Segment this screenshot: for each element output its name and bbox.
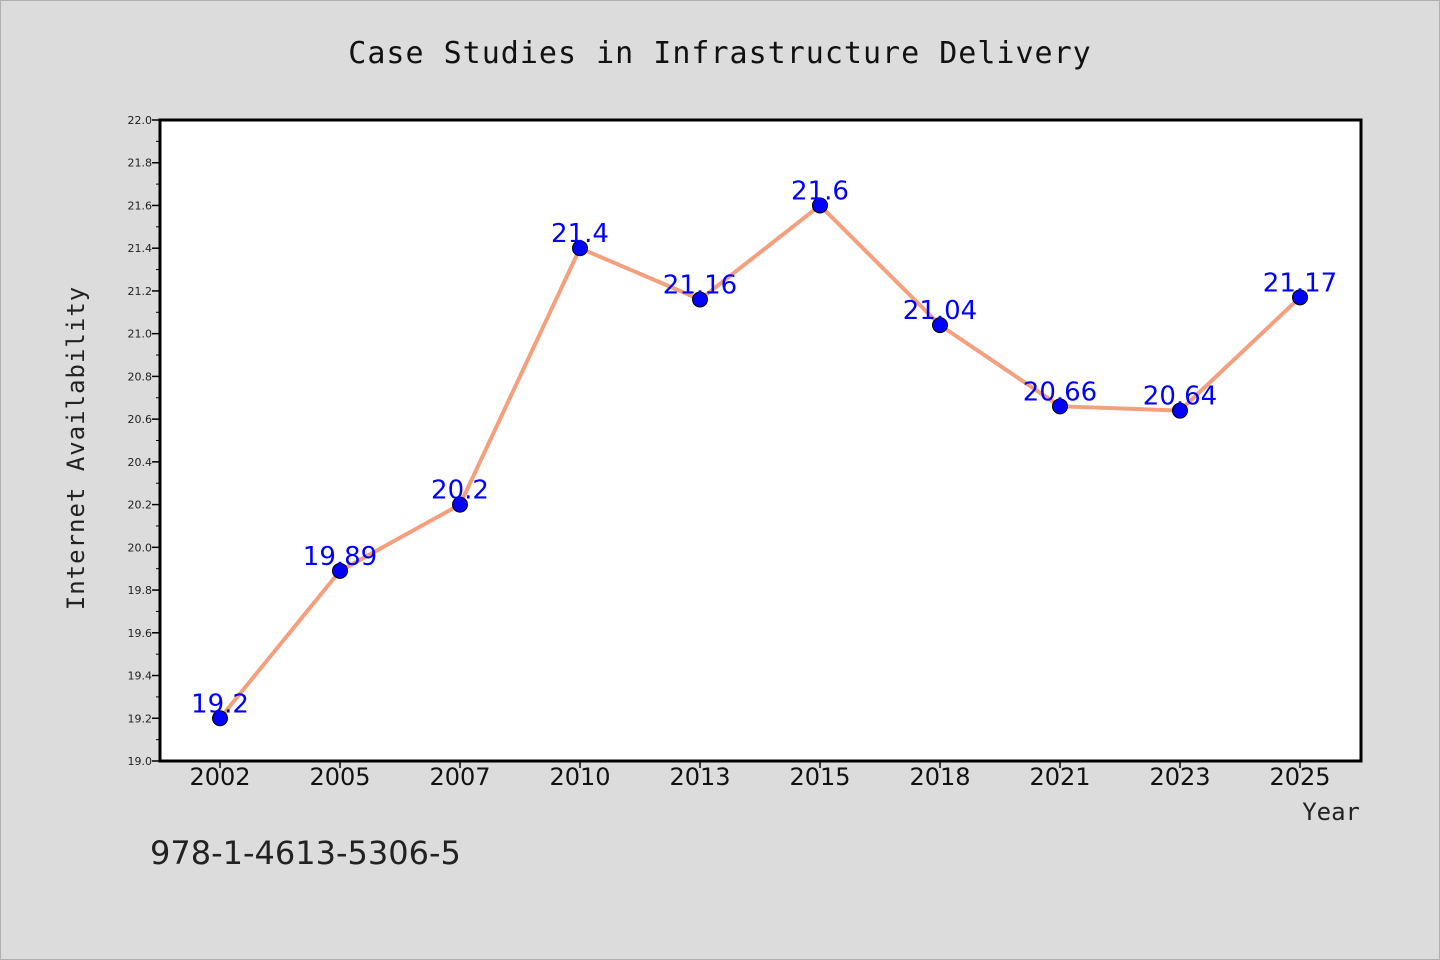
y-tick-label: 19.6 bbox=[128, 627, 153, 640]
data-point bbox=[1172, 402, 1188, 419]
data-label: 20.66 bbox=[1023, 377, 1097, 407]
x-axis: 2002 2005 2007 2010 2013 2015 2018 2021 2023 2025 bbox=[189, 761, 1331, 791]
series-markers bbox=[212, 197, 1308, 727]
data-label: 19.89 bbox=[303, 542, 377, 572]
x-tick-label: 2007 bbox=[429, 763, 490, 791]
data-point bbox=[332, 562, 348, 579]
data-label: 21.16 bbox=[663, 270, 737, 300]
data-label: 20.2 bbox=[431, 476, 489, 506]
x-tick-label: 2013 bbox=[669, 763, 730, 791]
y-tick-label: 21.4 bbox=[128, 242, 153, 255]
y-tick-label: 19.2 bbox=[128, 712, 153, 725]
data-label: 21.6 bbox=[791, 176, 849, 206]
data-label: 21.17 bbox=[1263, 268, 1337, 298]
data-point bbox=[812, 197, 828, 214]
data-point bbox=[1052, 398, 1068, 415]
data-point bbox=[1292, 289, 1308, 306]
x-tick-label: 2021 bbox=[1029, 763, 1090, 791]
y-tick-label: 21.2 bbox=[128, 285, 153, 298]
y-tick-label: 22.0 bbox=[128, 114, 153, 127]
x-tick-label: 2002 bbox=[189, 763, 250, 791]
data-label: 21.4 bbox=[551, 219, 609, 249]
y-tick-label: 20.0 bbox=[128, 541, 153, 554]
data-point bbox=[212, 710, 228, 727]
data-label: 19.2 bbox=[191, 689, 249, 719]
x-axis-label: Year bbox=[1302, 798, 1360, 826]
isbn-label: 978-1-4613-5306-5 bbox=[150, 834, 461, 872]
x-tick-label: 2010 bbox=[549, 763, 610, 791]
y-tick-label: 20.8 bbox=[128, 370, 153, 383]
data-labels: 19.2 19.89 20.2 21.4 21.16 21.6 21.04 20.66 20.6… bbox=[191, 176, 1337, 719]
y-tick-label: 19.0 bbox=[128, 755, 153, 768]
chart-title: Case Studies in Infrastructure Delivery bbox=[348, 36, 1091, 71]
plot-area bbox=[158, 118, 1363, 763]
y-tick-label: 20.2 bbox=[128, 499, 153, 512]
y-tick-label: 20.6 bbox=[128, 413, 153, 426]
x-tick-label: 2018 bbox=[909, 763, 970, 791]
y-axis: 19.0 19.2 19.4 19.6 19.8 20.0 20.2 20.4 20.6 20.8… bbox=[128, 114, 160, 768]
x-tick-label: 2025 bbox=[1269, 763, 1330, 791]
y-tick-label: 21.6 bbox=[128, 199, 153, 212]
x-tick-label: 2015 bbox=[789, 763, 850, 791]
x-tick-label: 2023 bbox=[1149, 763, 1210, 791]
data-point bbox=[572, 240, 588, 257]
y-tick-label: 19.4 bbox=[128, 670, 153, 683]
y-tick-label: 21.0 bbox=[128, 328, 153, 341]
y-tick-label: 19.8 bbox=[128, 584, 153, 597]
y-tick-label: 20.4 bbox=[128, 456, 153, 469]
data-point bbox=[452, 496, 468, 513]
data-point bbox=[692, 291, 708, 308]
data-label: 21.04 bbox=[903, 296, 977, 326]
series-line bbox=[218, 203, 1302, 720]
data-point bbox=[932, 317, 948, 334]
y-tick-label: 21.8 bbox=[128, 157, 153, 170]
y-axis-label: Internet Availability bbox=[62, 286, 90, 610]
x-tick-label: 2005 bbox=[309, 763, 370, 791]
data-label: 20.64 bbox=[1143, 382, 1217, 412]
